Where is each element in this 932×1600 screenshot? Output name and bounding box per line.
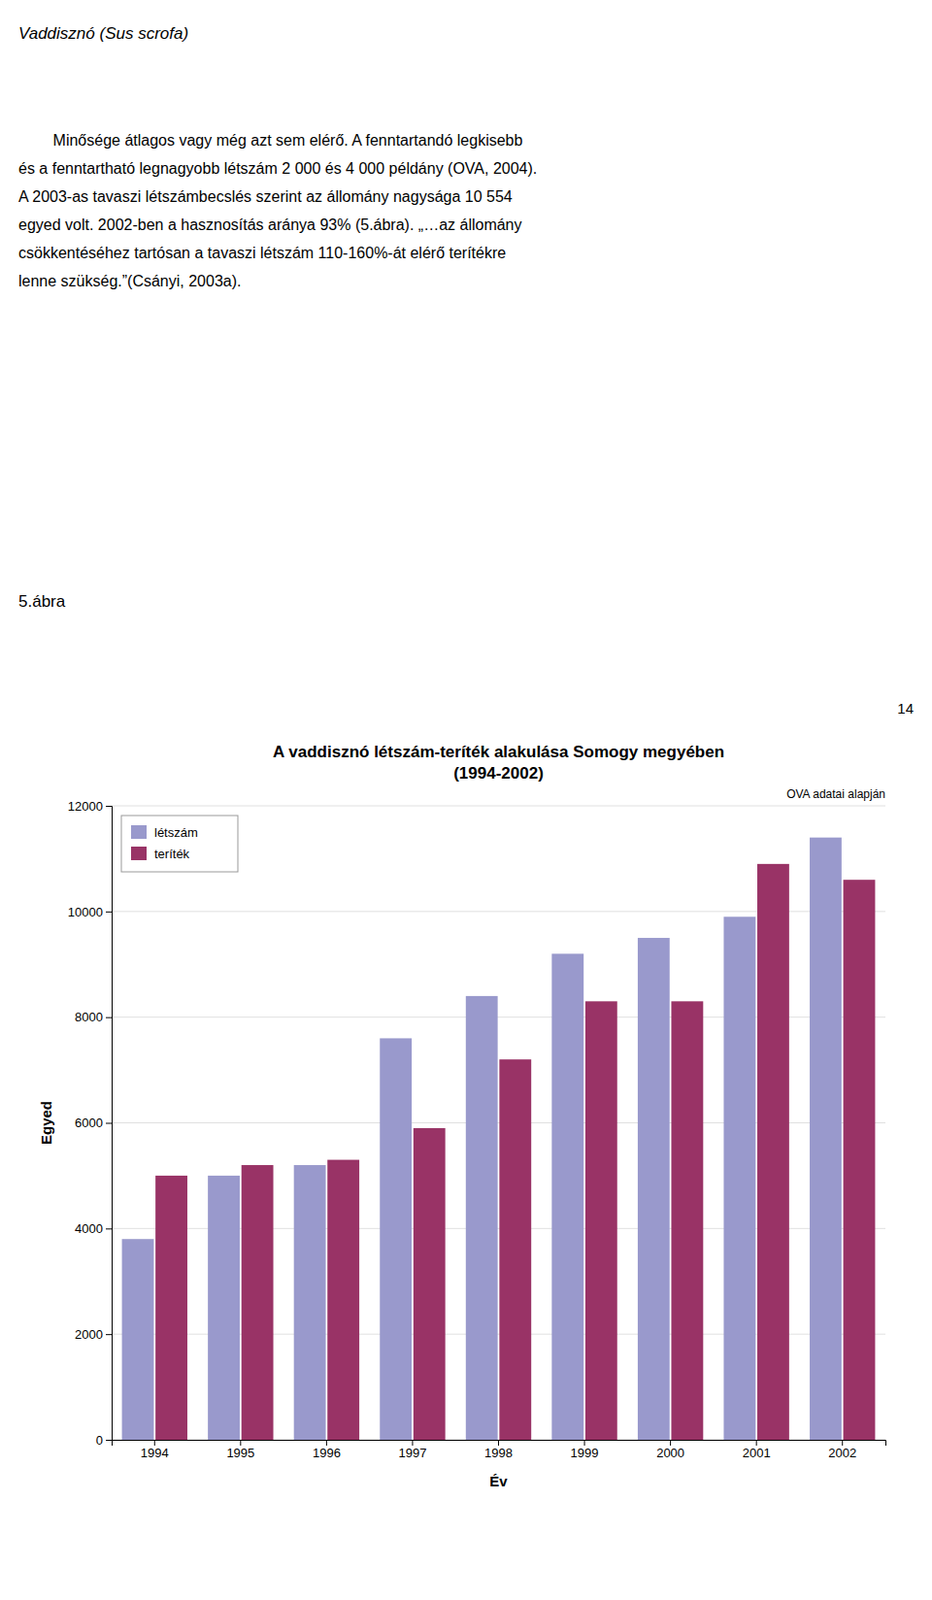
tick-mark: [105, 1017, 112, 1019]
bar: [757, 864, 790, 1440]
legend-box: [121, 815, 238, 872]
figure-label: 5.ábra: [18, 592, 67, 611]
x-axis: 1994 1995 1996 1997 1998 1999 2000 2001 2002: [112, 1439, 887, 1461]
legend-label: teríték: [154, 846, 191, 862]
tick-mark: [154, 1439, 156, 1446]
paragraph-line: egyed volt. 2002-ben a hasznosítás arány…: [18, 216, 523, 233]
x-tick: 2001: [742, 1439, 771, 1461]
grid-line: [111, 805, 886, 807]
tick-mark: [105, 1123, 112, 1125]
x-tick-label: 1999: [570, 1445, 600, 1461]
paragraph-line: és a fenntartható legnagyobb létszám 2 0…: [18, 160, 537, 177]
x-tick-label: 1998: [484, 1445, 513, 1461]
legend-swatch: [131, 825, 147, 839]
tick-mark: [498, 1439, 500, 1446]
bar: [241, 1165, 274, 1440]
legend-swatch: [131, 846, 147, 861]
legend-item: teríték: [131, 846, 191, 862]
y-tick: 0: [96, 1432, 112, 1448]
tick-mark: [105, 1333, 112, 1335]
x-tick-label: 1995: [226, 1445, 255, 1461]
bar: [809, 837, 842, 1440]
tick-mark: [105, 1439, 112, 1441]
x-tick-label: 2000: [656, 1445, 685, 1461]
bar-series: [155, 864, 875, 1440]
legend: létszám teríték: [121, 815, 238, 872]
y-tick: 12000: [67, 798, 112, 814]
grid: [111, 805, 886, 1440]
bar: [294, 1165, 327, 1440]
y-tick-label: 8000: [74, 1009, 103, 1025]
x-tick-label: 2001: [742, 1445, 771, 1461]
tick-mark: [239, 1439, 241, 1446]
y-tick-label: 10000: [67, 903, 103, 919]
bar: [551, 953, 584, 1440]
y-tick: 4000: [74, 1221, 112, 1236]
y-axis: 0 2000 4000 6000 8000 10000 12000: [67, 798, 113, 1448]
y-tick-label: 0: [96, 1432, 103, 1448]
x-tick: 1999: [570, 1439, 600, 1461]
x-tick: 1998: [484, 1439, 513, 1461]
x-tick-label: 1996: [312, 1445, 341, 1461]
bar-series: [122, 837, 842, 1440]
y-tick-label: 12000: [67, 798, 103, 814]
tick-mark: [105, 911, 112, 913]
tick-mark: [105, 805, 112, 807]
y-axis-label: Egyed: [37, 1100, 55, 1145]
bar: [466, 996, 499, 1440]
tick-mark: [584, 1439, 586, 1446]
page: Vaddisznó (Sus scrofa) Minősége átlagos …: [0, 0, 932, 1600]
x-tick: 1996: [312, 1439, 341, 1461]
legend-item: létszám: [131, 825, 199, 840]
y-tick-label: 4000: [74, 1221, 103, 1236]
paragraph-line: csökkentéséhez tartósan a tavaszi létszá…: [18, 244, 506, 262]
y-tick: 6000: [74, 1115, 112, 1131]
axis-line: [105, 806, 113, 1441]
y-tick-label: 2000: [74, 1327, 103, 1342]
x-tick-label: 1997: [398, 1445, 427, 1461]
y-tick-label: 6000: [74, 1115, 103, 1131]
bar: [637, 937, 670, 1440]
paragraph-line: Minősége átlagos vagy még azt sem elérő.…: [18, 132, 524, 149]
bars: [122, 837, 876, 1440]
bar: [327, 1160, 360, 1440]
y-tick: 10000: [67, 903, 112, 919]
x-tick: 1995: [226, 1439, 255, 1461]
tick-mark: [326, 1439, 328, 1446]
x-tick: 1997: [398, 1439, 427, 1461]
tick-mark: [669, 1439, 671, 1446]
paragraph-line: A 2003-as tavaszi létszámbecslés szerint…: [18, 188, 513, 205]
bar: [207, 1175, 240, 1440]
chart-title: A vaddisznó létszám-teríték alakulása So…: [272, 742, 725, 762]
bar: [499, 1059, 532, 1440]
bar: [122, 1238, 155, 1440]
x-tick-label: 1994: [140, 1445, 169, 1461]
bar: [670, 1000, 703, 1440]
header-title: Vaddisznó (Sus scrofa): [18, 24, 189, 43]
chart: 1994 1995 1996 1997 1998 1999 2000 2001 2002 0 200…: [37, 742, 887, 1490]
page-number: 14: [897, 699, 914, 717]
axis-line: [112, 1440, 887, 1447]
bar: [379, 1037, 412, 1440]
tick-mark: [841, 1439, 843, 1446]
tick-mark: [105, 1228, 112, 1230]
y-tick: 8000: [74, 1009, 112, 1025]
x-axis-label: Év: [489, 1472, 508, 1490]
annotation: OVA adatai alapján: [786, 787, 886, 801]
tick-mark: [411, 1439, 413, 1446]
bar: [843, 879, 876, 1440]
legend-label: létszám: [154, 825, 199, 840]
y-tick: 2000: [74, 1327, 112, 1342]
chart-subtitle: (1994-2002): [453, 764, 544, 783]
x-tick: 1994: [140, 1439, 169, 1461]
paragraph-line: lenne szükség.”(Csányi, 2003a).: [18, 272, 241, 290]
x-tick: 2002: [828, 1439, 857, 1461]
tick-mark: [756, 1439, 758, 1446]
x-tick-label: 2002: [828, 1445, 857, 1461]
bar: [155, 1175, 188, 1440]
bar: [413, 1128, 446, 1440]
bar: [723, 916, 756, 1440]
x-tick: 2000: [656, 1439, 685, 1461]
bar: [585, 1000, 618, 1440]
